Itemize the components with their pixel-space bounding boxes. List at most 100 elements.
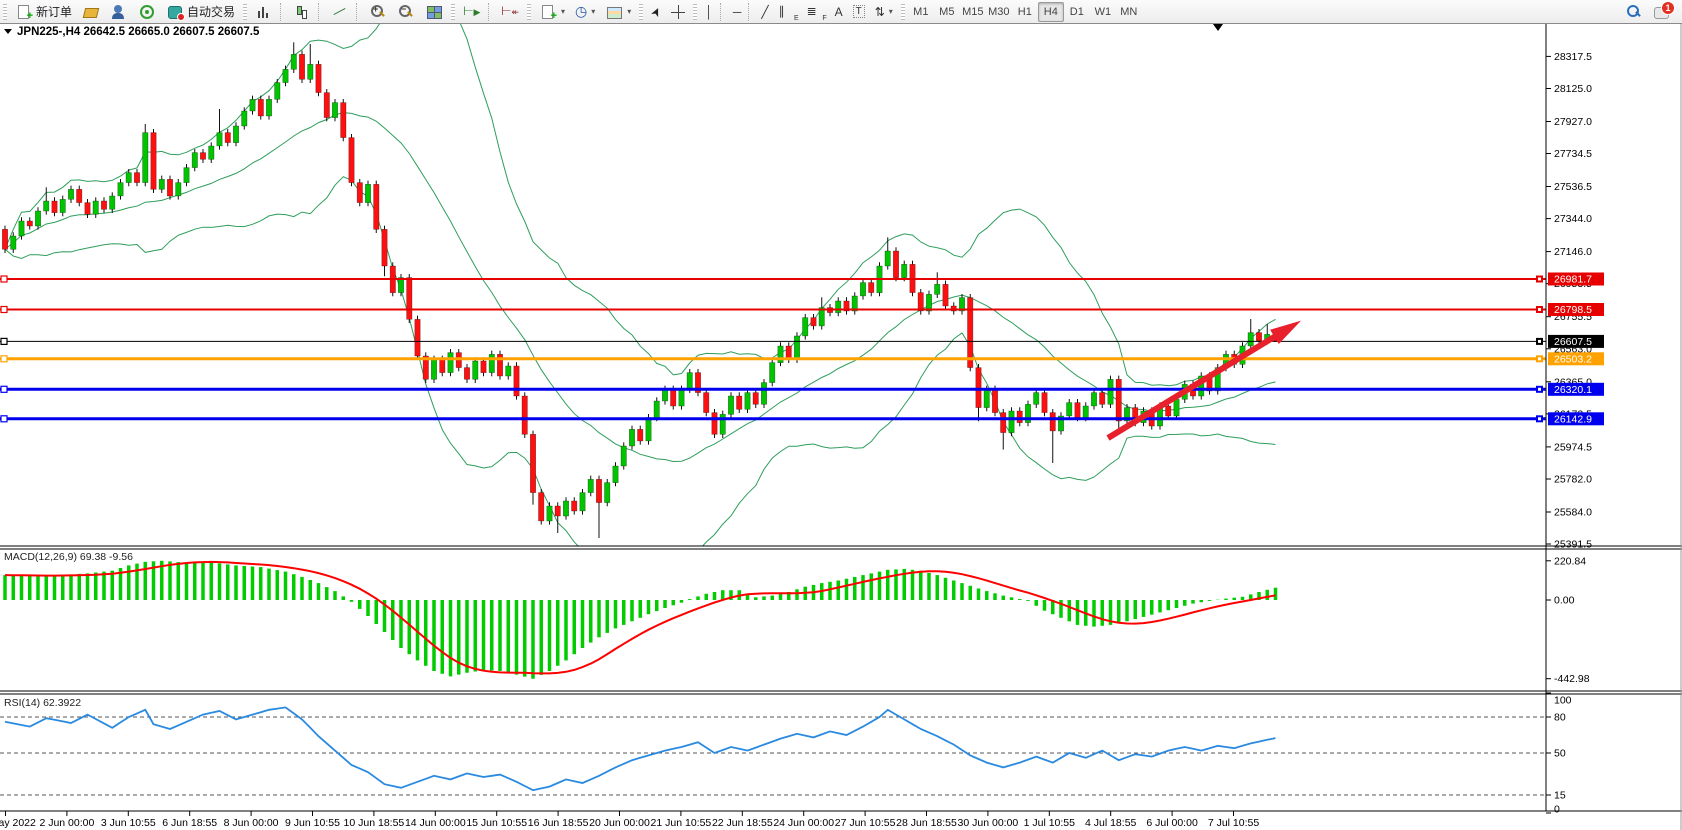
signal-button[interactable] xyxy=(133,1,161,23)
svg-text:26503.2: 26503.2 xyxy=(1554,353,1592,365)
line-chart-button[interactable] xyxy=(326,1,354,23)
svg-text:0.00: 0.00 xyxy=(1554,595,1575,607)
rsi-panel: RSI(14) 62.3922 xyxy=(0,697,1546,796)
tf-w1-button[interactable]: W1 xyxy=(1094,5,1112,18)
notifications-button[interactable]: 1 xyxy=(1648,0,1676,23)
signal-icon xyxy=(138,4,156,20)
channel-tool-button[interactable]: ∥ E xyxy=(774,1,802,23)
templates-button[interactable]: ▾ xyxy=(600,1,636,23)
new-order-icon: + xyxy=(15,4,33,21)
tf-d1-button[interactable]: D1 xyxy=(1069,5,1084,18)
horizontal-line-26607.5[interactable] xyxy=(0,337,1546,345)
svg-text:3 Jun 10:55: 3 Jun 10:55 xyxy=(101,817,156,829)
auto-scroll-icon: ⊢▶ xyxy=(463,3,481,18)
svg-text:2 Jun 00:00: 2 Jun 00:00 xyxy=(39,817,94,829)
price-label-26503.2: 26503.2 xyxy=(1548,352,1604,366)
notifications-icon: 1 xyxy=(1653,0,1675,20)
zoom-in-button[interactable]: + xyxy=(364,1,392,23)
trend-arrow[interactable] xyxy=(1106,320,1302,441)
svg-text:7 Jul 10:55: 7 Jul 10:55 xyxy=(1208,817,1260,829)
svg-text:-442.98: -442.98 xyxy=(1554,673,1590,685)
market-watch-button[interactable] xyxy=(105,1,133,23)
svg-text:21 Jun 10:55: 21 Jun 10:55 xyxy=(651,817,712,829)
bar-chart-icon xyxy=(255,4,273,20)
svg-text:27536.5: 27536.5 xyxy=(1554,181,1592,193)
tile-windows-button[interactable] xyxy=(420,1,448,23)
fibonacci-icon: ≣ F xyxy=(806,3,827,22)
svg-text:16 Jun 18:55: 16 Jun 18:55 xyxy=(528,817,589,829)
chart-shift-button[interactable]: ⊢↞ xyxy=(496,1,524,23)
rsi-line xyxy=(4,706,1276,792)
toolbar-grip[interactable] xyxy=(3,3,7,20)
svg-text:28317.5: 28317.5 xyxy=(1554,51,1592,63)
crosshair-icon xyxy=(671,4,686,19)
horizontal-line-26503.2[interactable] xyxy=(0,355,1546,363)
horizontal-line-26320.1[interactable] xyxy=(0,385,1546,393)
vline-icon: │ xyxy=(705,4,713,19)
label-tool-button[interactable]: T xyxy=(848,1,870,23)
chart-shift-icon: ⊢↞ xyxy=(501,3,520,18)
bar-chart-button[interactable] xyxy=(250,1,278,23)
hline-tool-button[interactable]: ─ xyxy=(728,1,747,23)
cursor-icon: ➤ xyxy=(647,3,665,20)
periods-button[interactable]: ◷ ▾ xyxy=(575,3,596,19)
price-axis[interactable]: 28317.5 28125.0 27927.0 27734.5 27536.5 27344… xyxy=(1545,23,1604,816)
tf-m15-button[interactable]: M15 xyxy=(962,5,984,18)
auto-trading-icon xyxy=(166,4,186,21)
vline-tool-button[interactable]: │ xyxy=(700,1,718,23)
price-label-26798.5: 26798.5 xyxy=(1548,303,1604,316)
zoom-out-button[interactable]: − xyxy=(392,1,420,23)
svg-text:26320.1: 26320.1 xyxy=(1554,384,1592,396)
indicators-button[interactable]: + ▾ xyxy=(534,1,570,23)
svg-text:220.84: 220.84 xyxy=(1554,555,1586,567)
macd-label: MACD(12,26,9) 69.38 -9.56 xyxy=(4,551,133,563)
new-order-button[interactable]: + 新订单 xyxy=(10,1,77,23)
tf-m30-button[interactable]: M30 xyxy=(988,5,1010,18)
svg-text:1 Jul 10:55: 1 Jul 10:55 xyxy=(1024,817,1076,829)
svg-text:25782.0: 25782.0 xyxy=(1554,474,1592,486)
zoom-out-icon: − xyxy=(397,4,415,20)
horizontal-line-26798.5[interactable] xyxy=(0,305,1546,314)
crosshair-button[interactable] xyxy=(666,1,690,23)
svg-text:26607.5: 26607.5 xyxy=(1554,336,1592,348)
candle-chart-button[interactable] xyxy=(288,1,316,23)
svg-text:15: 15 xyxy=(1554,790,1566,802)
price-label-26981.7: 26981.7 xyxy=(1548,272,1604,286)
symbols-button[interactable] xyxy=(77,1,105,23)
macd-signal-line xyxy=(4,560,1276,675)
svg-text:6 Jul 00:00: 6 Jul 00:00 xyxy=(1146,817,1198,829)
arrows-tool-button[interactable]: ⇅ ▾ xyxy=(874,4,893,19)
hline-icon: ─ xyxy=(732,4,742,19)
svg-text:24 Jun 00:00: 24 Jun 00:00 xyxy=(773,817,834,829)
trendline-tool-button[interactable]: ╱ xyxy=(756,1,773,23)
svg-text:15 Jun 10:55: 15 Jun 10:55 xyxy=(466,817,527,829)
tile-windows-icon xyxy=(425,4,443,20)
cursor-button[interactable]: ➤ xyxy=(646,1,666,23)
svg-text:JPN225-,H4 26642.5 26665.0 26: JPN225-,H4 26642.5 26665.0 26607.5 26607… xyxy=(17,26,260,38)
fibonacci-tool-button[interactable]: ≣ F xyxy=(802,1,830,23)
svg-text:25974.5: 25974.5 xyxy=(1554,441,1592,453)
svg-text:22 Jun 18:55: 22 Jun 18:55 xyxy=(712,817,773,829)
chart-shift-marker[interactable] xyxy=(1213,24,1223,31)
template-icon xyxy=(605,4,623,20)
svg-text:26142.9: 26142.9 xyxy=(1554,413,1592,425)
horizontal-line-26142.9[interactable] xyxy=(0,415,1546,423)
tf-m1-button[interactable]: M1 xyxy=(913,5,929,18)
tf-m5-button[interactable]: M5 xyxy=(939,5,955,18)
auto-trading-button[interactable]: 自动交易 xyxy=(161,1,240,23)
text-label-icon: T xyxy=(852,5,865,18)
text-tool-button[interactable]: A xyxy=(830,1,848,23)
svg-text:28 Jun 18:55: 28 Jun 18:55 xyxy=(896,817,957,829)
search-button[interactable] xyxy=(1620,1,1648,23)
tf-h1-button[interactable]: H1 xyxy=(1017,5,1032,18)
auto-scroll-button[interactable]: ⊢▶ xyxy=(458,1,486,23)
svg-text:14 Jun 00:00: 14 Jun 00:00 xyxy=(405,817,466,829)
channel-icon: ∥ E xyxy=(778,3,799,22)
tf-mn-button[interactable]: MN xyxy=(1120,5,1138,18)
trendline-icon: ╱ xyxy=(761,4,769,19)
tf-h4-button[interactable]: H4 xyxy=(1037,1,1064,22)
horizontal-line-26981.7[interactable] xyxy=(0,275,1546,283)
